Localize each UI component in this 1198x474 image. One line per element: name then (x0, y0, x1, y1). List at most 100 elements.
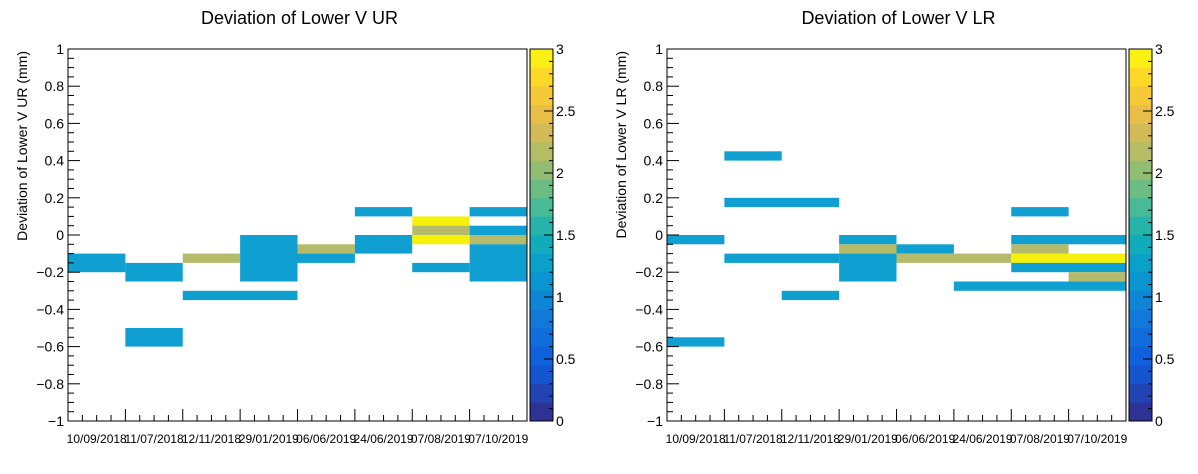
heatmap-cell (724, 253, 840, 263)
y-tick-label: 0.2 (644, 190, 664, 206)
heatmap-cells (68, 207, 527, 347)
heatmap-cell (953, 281, 1126, 291)
heatmap-cell (1011, 235, 1126, 245)
colorbar-tick-label: 1 (556, 289, 564, 305)
colorbar-segment (1129, 309, 1152, 329)
colorbar-segment (530, 290, 553, 310)
colorbar-segment (1129, 290, 1152, 310)
heatmap-chart-ur: 1 0.8 0.6 0.4 0.2 0 −0.2 −0.4 −0.6 −0.8 −1 Deviatio… (14, 41, 576, 446)
x-tick-label: 10/09/2018 (666, 432, 726, 446)
chart-panel-lr: Deviation of Lower V LR 1 0.8 0.6 0.4 0.2 0 −0… (599, 0, 1198, 474)
colorbar-tick-label: 1.5 (1155, 227, 1175, 243)
colorbar-segment (1129, 160, 1152, 180)
y-axis-label: Deviation of Lower V LR (mm) (613, 51, 629, 239)
heatmap-cell (240, 235, 298, 282)
heatmap-cell (1011, 253, 1126, 263)
colorbar: 0 0.5 1 1.5 2 2.5 3 (529, 41, 576, 429)
heatmap-cell (1011, 244, 1069, 254)
colorbar-tick-label: 1.5 (556, 227, 576, 243)
heatmap-cell (469, 244, 527, 282)
colorbar-segment (530, 383, 553, 403)
heatmap-cell (297, 253, 355, 263)
y-tick-label: 0.8 (45, 78, 65, 94)
heatmap-cell (1011, 262, 1126, 273)
heatmap-cell (1068, 272, 1126, 282)
y-tick-label: −0.2 (635, 264, 663, 280)
colorbar-segment (1129, 253, 1152, 273)
x-tick-label: 10/09/2018 (67, 432, 127, 446)
x-tick-label: 12/11/2018 (781, 432, 840, 446)
colorbar-segment (1129, 402, 1152, 422)
y-tick-label: −0.6 (635, 339, 663, 355)
heatmap-cell (412, 235, 470, 245)
y-tick-label: 1 (655, 41, 663, 57)
y-axis: 1 0.8 0.6 0.4 0.2 0 −0.2 −0.4 −0.6 −0.8 −1 (36, 41, 80, 429)
colorbar-segment (530, 253, 553, 273)
chart-panel-ur: Deviation of Lower V UR 1 0.8 0.6 0.4 0.2 0 −0… (14, 8, 576, 446)
heatmap-cell (412, 225, 470, 235)
heatmap-cell (896, 253, 1012, 263)
colorbar-segment (1129, 178, 1152, 199)
colorbar-segment (1129, 141, 1152, 161)
heatmap-cell (896, 244, 954, 254)
colorbar-tick-label: 2 (556, 165, 564, 181)
y-tick-label: −0.8 (635, 376, 663, 392)
colorbar-segment (1129, 85, 1152, 106)
y-tick-label: 1 (56, 41, 64, 57)
colorbar-tick-label: 0.5 (1155, 351, 1175, 367)
colorbar-segment (530, 309, 553, 329)
colorbar-segment (1129, 327, 1152, 347)
heatmap-cell (839, 244, 897, 254)
heatmap-cell (667, 235, 725, 245)
y-tick-label: −0.2 (36, 264, 64, 280)
colorbar-tick-label: 0 (556, 413, 564, 429)
colorbar-segment (530, 197, 553, 217)
colorbar-segment (530, 141, 553, 161)
heatmap-cell (469, 225, 527, 235)
heatmap-cell (667, 337, 725, 347)
heatmap-cell (1011, 207, 1069, 217)
y-tick-label: −0.4 (635, 301, 663, 317)
heatmap-cell (125, 262, 183, 282)
colorbar-segment (530, 48, 553, 68)
y-tick-label: 0.2 (45, 190, 65, 206)
colorbar-tick-label: 1 (1155, 289, 1163, 305)
colorbar-segment (530, 85, 553, 106)
heatmap-cell (412, 216, 470, 226)
y-tick-label: −0.4 (36, 301, 64, 317)
colorbar-segment (1129, 234, 1152, 254)
colorbar-segment (530, 234, 553, 254)
heatmap-cell (68, 253, 126, 273)
colorbar-tick-label: 2.5 (1155, 103, 1175, 119)
y-axis-label: Deviation of Lower V UR (mm) (14, 51, 30, 241)
chart-title: Deviation of Lower V LR (801, 8, 996, 28)
x-tick-label: 12/11/2018 (182, 432, 241, 446)
heatmap-cell (354, 207, 413, 217)
colorbar-segment (530, 364, 553, 385)
heatmap-cell (839, 253, 897, 282)
y-axis: 1 0.8 0.6 0.4 0.2 0 −0.2 −0.4 −0.6 −0.8 −1 (635, 41, 679, 429)
heatmap-cell (182, 290, 298, 301)
colorbar-segment (530, 216, 553, 236)
heatmap-chart-lr: 1 0.8 0.6 0.4 0.2 0 −0.2 −0.4 −0.6 −0.8 −1 Deviatio… (613, 41, 1175, 446)
heatmap-cell (781, 290, 840, 301)
chart-title: Deviation of Lower V UR (200, 8, 399, 28)
colorbar-tick-label: 3 (1155, 41, 1163, 57)
y-tick-label: 0.4 (45, 153, 65, 169)
x-axis: 10/09/201811/07/201812/11/201829/01/2019… (67, 409, 529, 446)
y-tick-label: 0.4 (644, 153, 664, 169)
heatmap-cell (469, 235, 527, 245)
colorbar-segment (530, 67, 553, 87)
colorbar-segment (530, 123, 553, 143)
y-tick-label: 0 (655, 227, 663, 243)
heatmap-cell (839, 235, 897, 245)
heatmap-cell (125, 328, 183, 347)
y-tick-label: −1 (48, 413, 64, 429)
colorbar-segment (530, 104, 553, 124)
heatmap-cell (297, 244, 355, 254)
colorbar-segment (1129, 48, 1152, 68)
colorbar-segment (1129, 67, 1152, 87)
x-tick-label: 24/06/2019 (953, 432, 1013, 446)
colorbar-tick-label: 2.5 (556, 103, 576, 119)
x-tick-label: 11/07/2018 (124, 432, 183, 446)
